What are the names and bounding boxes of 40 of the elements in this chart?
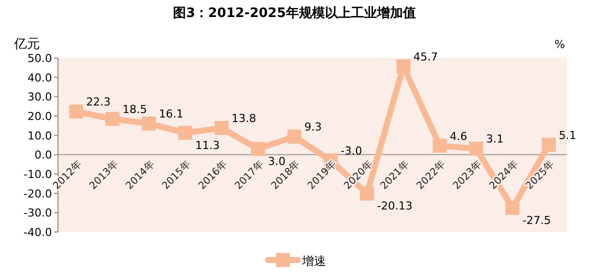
y-axis-title: 亿元 — [13, 37, 40, 52]
y-tick-label: 50.0 — [28, 52, 52, 65]
y-tick-label: -20.0 — [24, 187, 52, 200]
y-tick-label: -40.0 — [24, 226, 52, 239]
point — [69, 104, 84, 119]
data-label: -20.13 — [377, 200, 413, 213]
point — [178, 126, 192, 140]
point — [106, 112, 120, 126]
point — [287, 130, 302, 144]
point — [396, 59, 410, 74]
data-label: 5.1 — [558, 128, 576, 142]
y-tick-label: 40.0 — [28, 71, 52, 84]
data-label: 18.5 — [122, 102, 148, 116]
data-label: 45.7 — [413, 50, 438, 64]
y-tick-label: -30.0 — [24, 206, 52, 220]
y-tick-label: 10.0 — [28, 129, 52, 142]
data-label: -27.5 — [522, 214, 551, 227]
data-label: -3.0 — [340, 144, 362, 158]
y-tick-label: 0.0 — [34, 148, 52, 162]
y-tick-label: 30.0 — [28, 90, 52, 104]
data-label: 16.1 — [158, 108, 184, 121]
y-tick-label: 20.0 — [28, 110, 52, 123]
data-label: 3.1 — [486, 132, 504, 146]
legend-label: 增速 — [301, 254, 326, 268]
point — [542, 138, 556, 152]
data-label: 9.3 — [304, 120, 322, 134]
data-label: 3.0 — [268, 154, 286, 168]
data-label: 22.3 — [86, 96, 111, 109]
point — [432, 138, 447, 153]
point — [214, 120, 229, 135]
chart-title: 图3：2012-2025年规模以上工业增加值 — [173, 6, 416, 21]
data-label: 13.8 — [232, 112, 256, 125]
data-label: 11.3 — [195, 138, 220, 152]
point — [469, 142, 484, 156]
data-label: 4.6 — [450, 130, 468, 143]
point — [250, 142, 265, 156]
text: % — [554, 38, 565, 51]
y-tick-label: -10.0 — [24, 168, 52, 181]
point — [505, 200, 520, 215]
point — [142, 116, 156, 131]
